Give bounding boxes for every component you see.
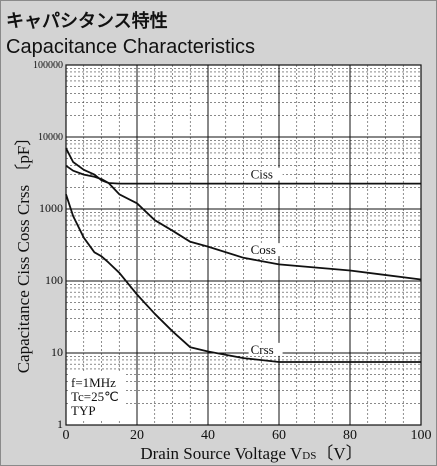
y-axis-label: Capacitance Ciss Coss Crss 〔pF〕 — [14, 129, 33, 374]
chart-title-en: Capacitance Characteristics — [6, 36, 255, 58]
annotation-temperature: Tc=25℃ — [71, 389, 119, 404]
y-tick-label: 1 — [57, 417, 63, 431]
series-label-coss: Coss — [251, 242, 276, 257]
annotation-frequency: f=1MHz — [71, 375, 116, 390]
x-axis-label-main: Drain Source Voltage V — [140, 444, 303, 463]
series-line-coss — [65, 147, 422, 281]
series-label-crss: Crss — [251, 342, 274, 357]
annotation-typ: TYP — [71, 403, 96, 418]
series-label-bg — [248, 243, 283, 257]
y-tick-label: 100 — [45, 273, 63, 287]
series-line-crss — [65, 194, 421, 363]
x-axis-label-unit: 〔V〕 — [316, 444, 362, 463]
x-tick-label: 40 — [201, 428, 215, 443]
series-label-bg — [248, 342, 283, 356]
x-tick-label: 60 — [272, 428, 286, 443]
x-tick-label: 20 — [130, 428, 144, 443]
x-tick-label: 0 — [63, 428, 70, 443]
series-label-bg — [248, 167, 283, 181]
series-labels: Ciss Coss Crss — [248, 167, 283, 357]
grid-minor — [66, 65, 421, 425]
y-tick-label: 1000 — [39, 201, 63, 215]
x-tick-label: 80 — [343, 428, 357, 443]
y-tick-labels: 1 10 100 1000 10000 100000 — [33, 60, 63, 431]
y-tick-label: 100000 — [33, 60, 63, 71]
x-axis-label-sub: DS — [302, 450, 316, 462]
series-line-ciss — [65, 164, 421, 185]
x-axis-label: Drain Source Voltage VDS〔V〕 — [140, 444, 362, 463]
series-label-ciss: Ciss — [251, 167, 273, 182]
x-tick-labels: 0 20 40 60 80 100 — [63, 428, 432, 443]
x-tick-label: 100 — [411, 428, 432, 443]
grid-major — [65, 64, 422, 426]
y-tick-label: 10 — [51, 345, 63, 359]
conditions-box-bg — [68, 373, 126, 421]
series-lines — [65, 147, 422, 363]
chart-title-jp: キャパシタンス特性 — [6, 11, 168, 32]
y-tick-label: 10000 — [38, 132, 63, 143]
